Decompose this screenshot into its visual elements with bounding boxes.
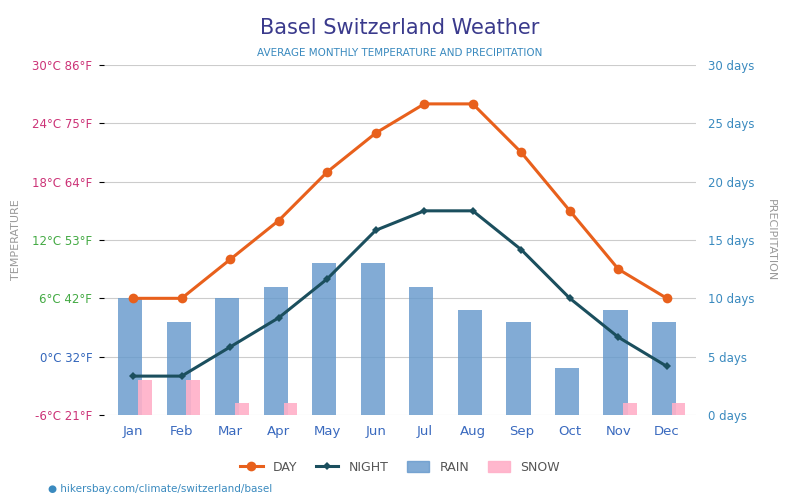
Bar [554,368,579,415]
Bar [506,322,530,415]
Bar [118,298,142,415]
Y-axis label: TEMPERATURE: TEMPERATURE [11,200,21,280]
Bar [215,298,239,415]
Bar [283,404,297,415]
Bar [410,286,434,415]
Text: AVERAGE MONTHLY TEMPERATURE AND PRECIPITATION: AVERAGE MONTHLY TEMPERATURE AND PRECIPIT… [258,48,542,58]
Bar [672,404,686,415]
Bar [652,322,676,415]
Bar [264,286,288,415]
Bar [623,404,637,415]
Bar [458,310,482,415]
Text: Basel Switzerland Weather: Basel Switzerland Weather [260,18,540,38]
Bar [235,404,249,415]
Bar [603,310,627,415]
Bar [312,264,337,415]
Bar [166,322,191,415]
Bar [186,380,200,415]
Text: ● hikersbay.com/climate/switzerland/basel: ● hikersbay.com/climate/switzerland/base… [48,484,272,494]
Legend: DAY, NIGHT, RAIN, SNOW: DAY, NIGHT, RAIN, SNOW [235,456,565,479]
Y-axis label: PRECIPITATION: PRECIPITATION [766,199,775,281]
Bar [138,380,151,415]
Bar [361,264,385,415]
